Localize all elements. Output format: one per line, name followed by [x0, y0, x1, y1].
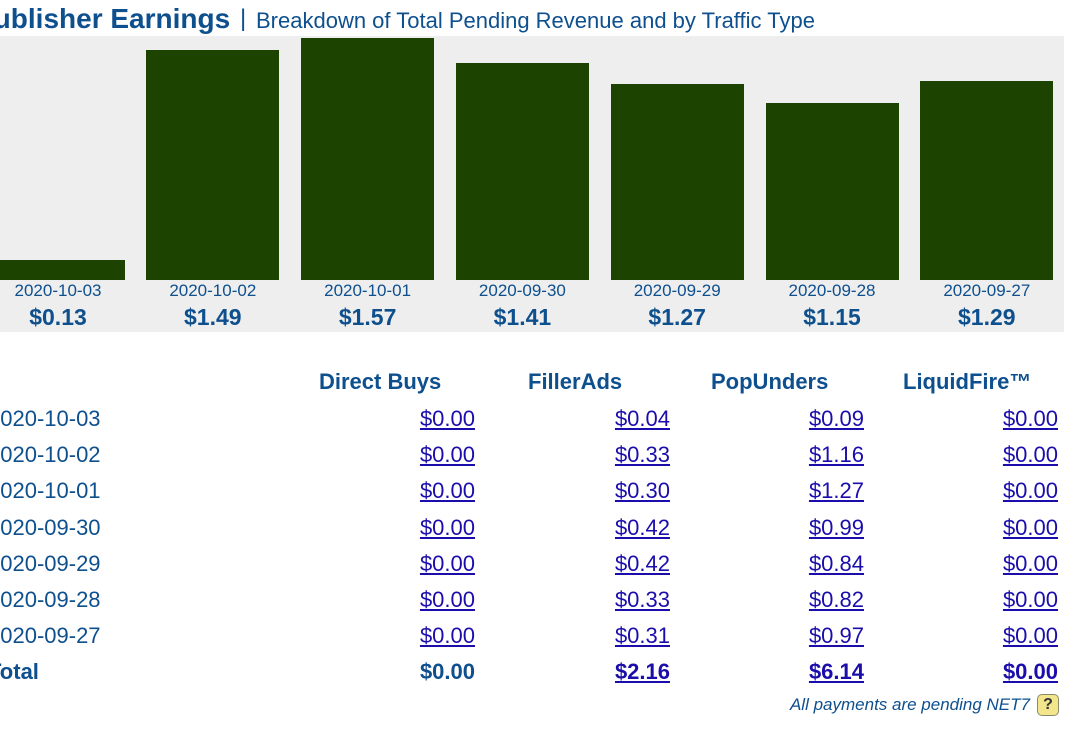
bar	[765, 103, 899, 280]
col-liquidfire-cell-link[interactable]: $0.00	[1002, 623, 1058, 649]
bar-value-label: $1.29	[958, 304, 1016, 330]
col-direct-buys-cell-link[interactable]: $0.00	[419, 406, 475, 431]
col-filler-ads-cell-link[interactable]: $0.31	[614, 623, 670, 649]
table-row-date: 2020-10-02	[0, 442, 101, 468]
bar	[455, 63, 589, 280]
table-row-date: 2020-09-29	[0, 550, 101, 576]
col-popunders-cell-link[interactable]: $0.99	[808, 514, 864, 540]
bar-date-label: 2020-10-02	[169, 281, 257, 300]
table-row-date: 2020-10-03	[0, 406, 101, 431]
bar-date-label: 2020-10-01	[324, 281, 412, 300]
col-filler-ads-cell-link[interactable]: $0.33	[614, 442, 670, 468]
col-filler-ads-cell-link[interactable]: $0.30	[614, 478, 670, 504]
table-row-date: 2020-10-01	[0, 478, 101, 504]
col-filler-ads-total-link[interactable]: $2.16	[614, 659, 670, 685]
table-row-date: 2020-09-30	[0, 514, 101, 540]
bar-value-label: $1.27	[648, 304, 706, 330]
col-direct-buys-header: Direct Buys	[319, 369, 442, 394]
bar	[920, 81, 1054, 280]
col-direct-buys-cell-link[interactable]: $0.00	[419, 514, 475, 540]
col-direct-buys-total: $0.00	[419, 659, 475, 685]
col-liquidfire-cell-link[interactable]: $0.00	[1002, 406, 1058, 431]
col-popunders-cell-link[interactable]: $0.82	[808, 587, 864, 612]
col-popunders-cell-link[interactable]: $0.97	[808, 623, 864, 649]
col-filler-ads-cell-link[interactable]: $0.42	[614, 514, 670, 540]
earnings-bar-chart: 2020-10-03 $0.13 2020-10-02 $1.49 2020-10-01…	[0, 36, 1064, 332]
bar-value-label: $0.13	[29, 304, 87, 330]
col-filler-ads-cell-link[interactable]: $0.04	[614, 406, 670, 431]
bar-value-label: $1.57	[338, 304, 397, 330]
col-popunders-cell-link[interactable]: $1.27	[808, 478, 864, 504]
bar-date-label: 2020-09-29	[633, 281, 721, 300]
page-title: Publisher Earnings	[0, 3, 231, 34]
col-popunders-cell-link[interactable]: $1.16	[808, 442, 864, 468]
bar-value-label: $1.49	[184, 304, 242, 330]
col-liquidfire-header: LiquidFire™	[903, 369, 1032, 394]
col-popunders-cell-link[interactable]: $0.84	[808, 550, 864, 576]
bar-value-label: $1.41	[493, 304, 552, 330]
col-filler-ads-header: FillerAds	[528, 369, 623, 394]
col-direct-buys-cell-link[interactable]: $0.00	[419, 587, 475, 612]
question-icon[interactable]: ?	[1037, 694, 1059, 716]
col-direct-buys-cell-link[interactable]: $0.00	[419, 478, 475, 504]
col-direct-buys-cell-link[interactable]: $0.00	[419, 623, 475, 649]
bar-value-label: $1.15	[803, 304, 861, 330]
col-filler-ads-cell-link[interactable]: $0.33	[614, 587, 670, 612]
col-liquidfire-cell-link[interactable]: $0.00	[1002, 442, 1058, 468]
bar	[146, 50, 280, 280]
col-filler-ads-cell-link[interactable]: $0.42	[614, 550, 670, 576]
col-popunders-cell-link[interactable]: $0.09	[808, 406, 864, 431]
table-row-date: 2020-09-28	[0, 587, 101, 612]
bar-date-label: 2020-09-27	[943, 281, 1031, 300]
col-popunders-total-link[interactable]: $6.14	[808, 659, 864, 685]
table-row-date: 2020-09-27	[0, 623, 101, 649]
bar	[610, 84, 744, 280]
bar	[0, 260, 125, 280]
col-liquidfire-total-link[interactable]: $0.00	[1002, 659, 1058, 685]
page-subtitle: Breakdown of Total Pending Revenue and b…	[256, 8, 815, 33]
total-row-label: Total	[0, 659, 39, 685]
bar-date-label: 2020-09-28	[788, 281, 876, 300]
col-direct-buys-cell-link[interactable]: $0.00	[419, 442, 475, 468]
bar-date-label: 2020-09-30	[478, 281, 566, 300]
col-popunders-header: PopUnders	[711, 369, 829, 394]
bar-date-label: 2020-10-03	[14, 281, 102, 300]
col-liquidfire-cell-link[interactable]: $0.00	[1002, 478, 1058, 504]
col-liquidfire-cell-link[interactable]: $0.00	[1002, 514, 1058, 540]
payment-note: All payments are pending NET7	[789, 695, 1030, 714]
bar	[301, 38, 435, 280]
col-liquidfire-cell-link[interactable]: $0.00	[1002, 550, 1058, 576]
col-liquidfire-cell-link[interactable]: $0.00	[1002, 587, 1058, 612]
title-separator: |	[240, 5, 247, 32]
col-direct-buys-cell-link[interactable]: $0.00	[419, 550, 475, 576]
